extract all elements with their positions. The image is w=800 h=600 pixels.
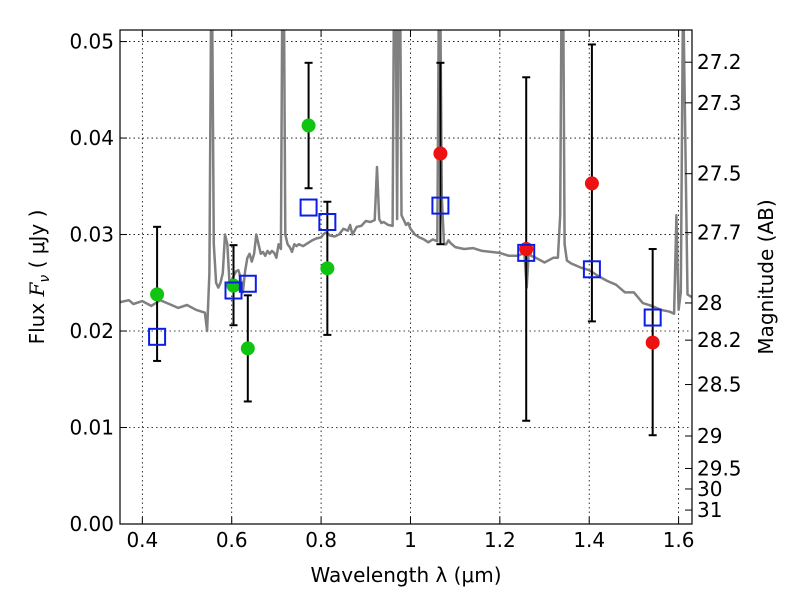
x-tick-label: 1.6	[663, 528, 695, 552]
y2-tick-label: 30	[697, 477, 722, 501]
y2-tick-label: 27.2	[697, 50, 742, 74]
y2-tick-label: 29	[697, 424, 722, 448]
x-tick-label: 1.2	[484, 528, 516, 552]
observed-flux-point	[226, 278, 241, 293]
y2-tick-label: 28.2	[697, 328, 742, 352]
model-flux-marker	[431, 196, 450, 215]
y2-tick-label: 27.5	[697, 162, 742, 186]
observed-flux-point	[584, 176, 599, 191]
observed-flux-point	[320, 261, 335, 276]
observed-flux-point	[433, 146, 448, 161]
x-tick-label: 0.8	[305, 528, 337, 552]
observed-flux-point	[301, 118, 316, 133]
observed-flux-point	[150, 287, 165, 302]
y-tick-label: 0.01	[69, 416, 114, 440]
axis-ticks: 0.4 0.6 0.8 1 1.2 1.4 1.6 0.00 0.01 0.02 0.03 0.04 0…	[69, 30, 741, 552]
y-tick-label: 0.03	[69, 223, 114, 247]
y-tick-label: 0.02	[69, 319, 114, 343]
observed-flux-point	[240, 341, 255, 356]
model-flux-marker	[224, 281, 243, 300]
y-tick-label: 0.05	[69, 30, 114, 54]
y-tick-label: 0.04	[69, 126, 114, 150]
model-flux-marker	[238, 274, 257, 293]
model-flux-marker	[318, 213, 337, 232]
x-tick-label: 1	[404, 528, 417, 552]
model-flux-marker	[582, 260, 601, 279]
plot-frame	[119, 29, 693, 525]
observed-flux-point	[645, 335, 660, 350]
model-flux-marker	[517, 243, 536, 262]
y-tick-label: 0.00	[69, 512, 114, 536]
y-axis-label-suffix: ( μJy )	[25, 210, 49, 275]
y2-tick-label: 28	[697, 291, 722, 315]
y-axis-label-variable: F	[25, 281, 49, 297]
y2-axis-label: Magnitude (AB)	[754, 199, 778, 354]
model-flux-marker	[148, 327, 167, 346]
model-flux-marker	[643, 308, 662, 327]
x-tick-label: 0.6	[216, 528, 248, 552]
x-tick-label: 0.4	[126, 528, 158, 552]
data-markers	[148, 118, 662, 356]
y2-tick-label: 27.7	[697, 221, 742, 245]
x-tick-label: 1.4	[573, 528, 605, 552]
y2-tick-label: 28.5	[697, 373, 742, 397]
y-axis-label: Flux Fν ( μJy )	[25, 210, 53, 345]
model-flux-marker	[299, 198, 318, 217]
grid	[120, 30, 692, 524]
x-axis-label: Wavelength λ (μm)	[310, 563, 501, 587]
y2-tick-label: 27.3	[697, 91, 742, 115]
y2-tick-label: 29.5	[697, 456, 742, 480]
y-axis-label-prefix: Flux	[25, 296, 49, 344]
plot-background	[120, 30, 692, 524]
y-axis-label-subscript: ν	[37, 275, 53, 283]
y2-tick-label: 31	[697, 498, 722, 522]
